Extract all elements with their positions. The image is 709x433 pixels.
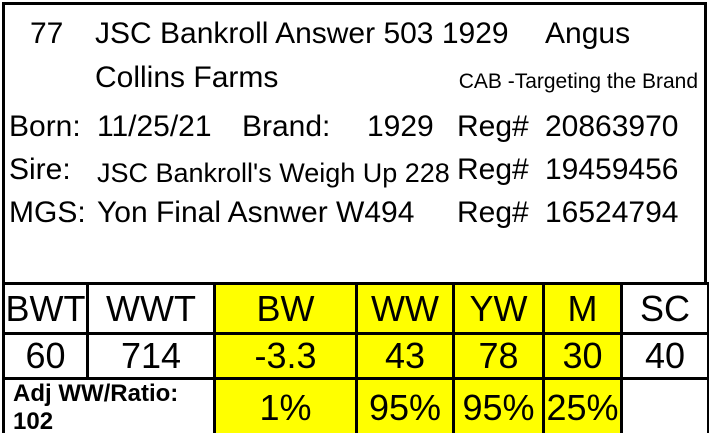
epd-value-bwt: 60 xyxy=(2,332,89,380)
breed-label: Angus xyxy=(545,17,631,50)
brand-label: Brand: xyxy=(242,110,331,143)
epd-header-sc: SC xyxy=(620,282,709,335)
born-value: 11/25/21 xyxy=(97,110,212,143)
sire-reg-value: 19459456 xyxy=(545,153,679,186)
epd-header-m: M xyxy=(542,282,623,335)
lot-number: 77 xyxy=(30,17,64,50)
epd-pct-sc xyxy=(620,377,709,433)
epd-header-bwt: BWT xyxy=(2,282,89,335)
lot-info-section: 77 JSC Bankroll Answer 503 1929 Angus Co… xyxy=(5,5,704,285)
sire-reg-label: Reg# xyxy=(457,153,529,186)
epd-header-bw: BW xyxy=(213,282,358,335)
epd-header-ww: WW xyxy=(355,282,455,335)
epd-pct-ww: 95% xyxy=(355,377,455,433)
epd-values-row: 60 714 -3.3 43 78 30 40 xyxy=(2,332,709,380)
epd-value-bw: -3.3 xyxy=(213,332,358,380)
epd-pct-bw: 1% xyxy=(213,377,358,433)
epd-table: BWT WWT BW WW YW M SC 60 714 -3.3 43 78 … xyxy=(2,282,709,433)
epd-percentile-row: Adj WW/Ratio: 102 1% 95% 95% 25% xyxy=(2,377,709,433)
animal-name: JSC Bankroll Answer 503 1929 xyxy=(95,17,509,50)
born-label: Born: xyxy=(9,110,81,143)
adj-ww-ratio: Adj WW/Ratio: 102 xyxy=(2,377,216,433)
mgs-reg-label: Reg# xyxy=(457,196,529,229)
epd-value-wwt: 714 xyxy=(86,332,216,380)
mgs-label: MGS: xyxy=(9,196,86,229)
brand-value: 1929 xyxy=(367,110,434,143)
epd-pct-yw: 95% xyxy=(452,377,545,433)
owner-name: Collins Farms xyxy=(95,61,279,94)
epd-pct-m: 25% xyxy=(542,377,623,433)
epd-value-sc: 40 xyxy=(620,332,709,380)
program-note: CAB -Targeting the Brand xyxy=(458,70,698,93)
mgs-reg-value: 16524794 xyxy=(545,196,679,229)
epd-value-yw: 78 xyxy=(452,332,545,380)
epd-header-wwt: WWT xyxy=(86,282,216,335)
epd-header-yw: YW xyxy=(452,282,545,335)
born-reg-label: Reg# xyxy=(457,110,529,143)
sire-value: JSC Bankroll's Weigh Up 228 xyxy=(97,158,450,188)
epd-header-row: BWT WWT BW WW YW M SC xyxy=(2,282,709,335)
mgs-value: Yon Final Asnwer W494 xyxy=(97,196,415,229)
sire-label: Sire: xyxy=(9,153,71,186)
epd-value-ww: 43 xyxy=(355,332,455,380)
epd-value-m: 30 xyxy=(542,332,623,380)
born-reg-value: 20863970 xyxy=(545,110,679,143)
